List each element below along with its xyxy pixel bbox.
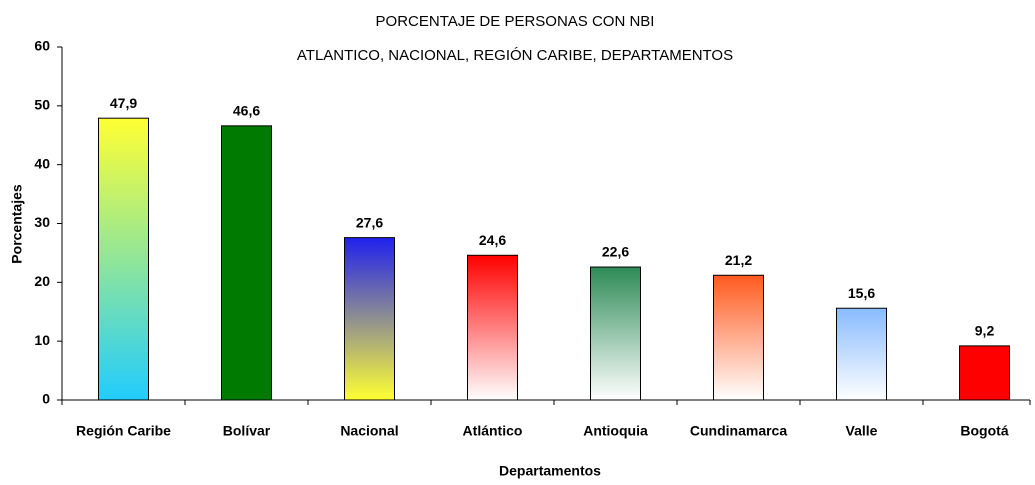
- chart-title: PORCENTAJE DE PERSONAS CON NBI: [376, 13, 655, 30]
- bar: [836, 307, 887, 401]
- bar: [467, 254, 518, 401]
- x-tick-label: Bolívar: [223, 423, 271, 439]
- x-tick-label: Bogotá: [960, 423, 1008, 439]
- y-axis-label: Porcentajes: [9, 184, 25, 264]
- chart-subtitle: ATLANTICO, NACIONAL, REGIÓN CARIBE, DEPA…: [297, 47, 733, 64]
- y-tick-label: 20: [34, 273, 50, 289]
- y-tick-label: 30: [34, 214, 50, 230]
- data-label: 46,6: [233, 103, 260, 119]
- bar: [344, 237, 395, 401]
- bar: [959, 345, 1010, 401]
- bar: [590, 266, 641, 401]
- data-label: 47,9: [110, 95, 137, 111]
- data-label: 15,6: [848, 285, 875, 301]
- y-tick-label: 0: [42, 391, 50, 407]
- y-tick-label: 40: [34, 155, 50, 171]
- x-tick-label: Atlántico: [463, 423, 523, 439]
- x-tick-label: Antioquia: [583, 423, 648, 439]
- y-tick-label: 50: [34, 97, 50, 113]
- x-tick-label: Nacional: [340, 423, 398, 439]
- data-label: 24,6: [479, 232, 506, 248]
- bar: [98, 117, 149, 401]
- data-label: 27,6: [356, 214, 383, 230]
- bar: [221, 125, 272, 401]
- y-tick-label: 60: [34, 38, 50, 54]
- data-label: 21,2: [725, 252, 752, 268]
- data-label: 9,2: [975, 323, 995, 339]
- bar: [713, 274, 764, 401]
- x-tick-label: Región Caribe: [76, 423, 171, 439]
- x-tick-label: Valle: [846, 423, 878, 439]
- x-axis-label: Departamentos: [499, 463, 601, 479]
- x-tick-label: Cundinamarca: [690, 423, 787, 439]
- y-tick-label: 10: [34, 332, 50, 348]
- data-label: 22,6: [602, 244, 629, 260]
